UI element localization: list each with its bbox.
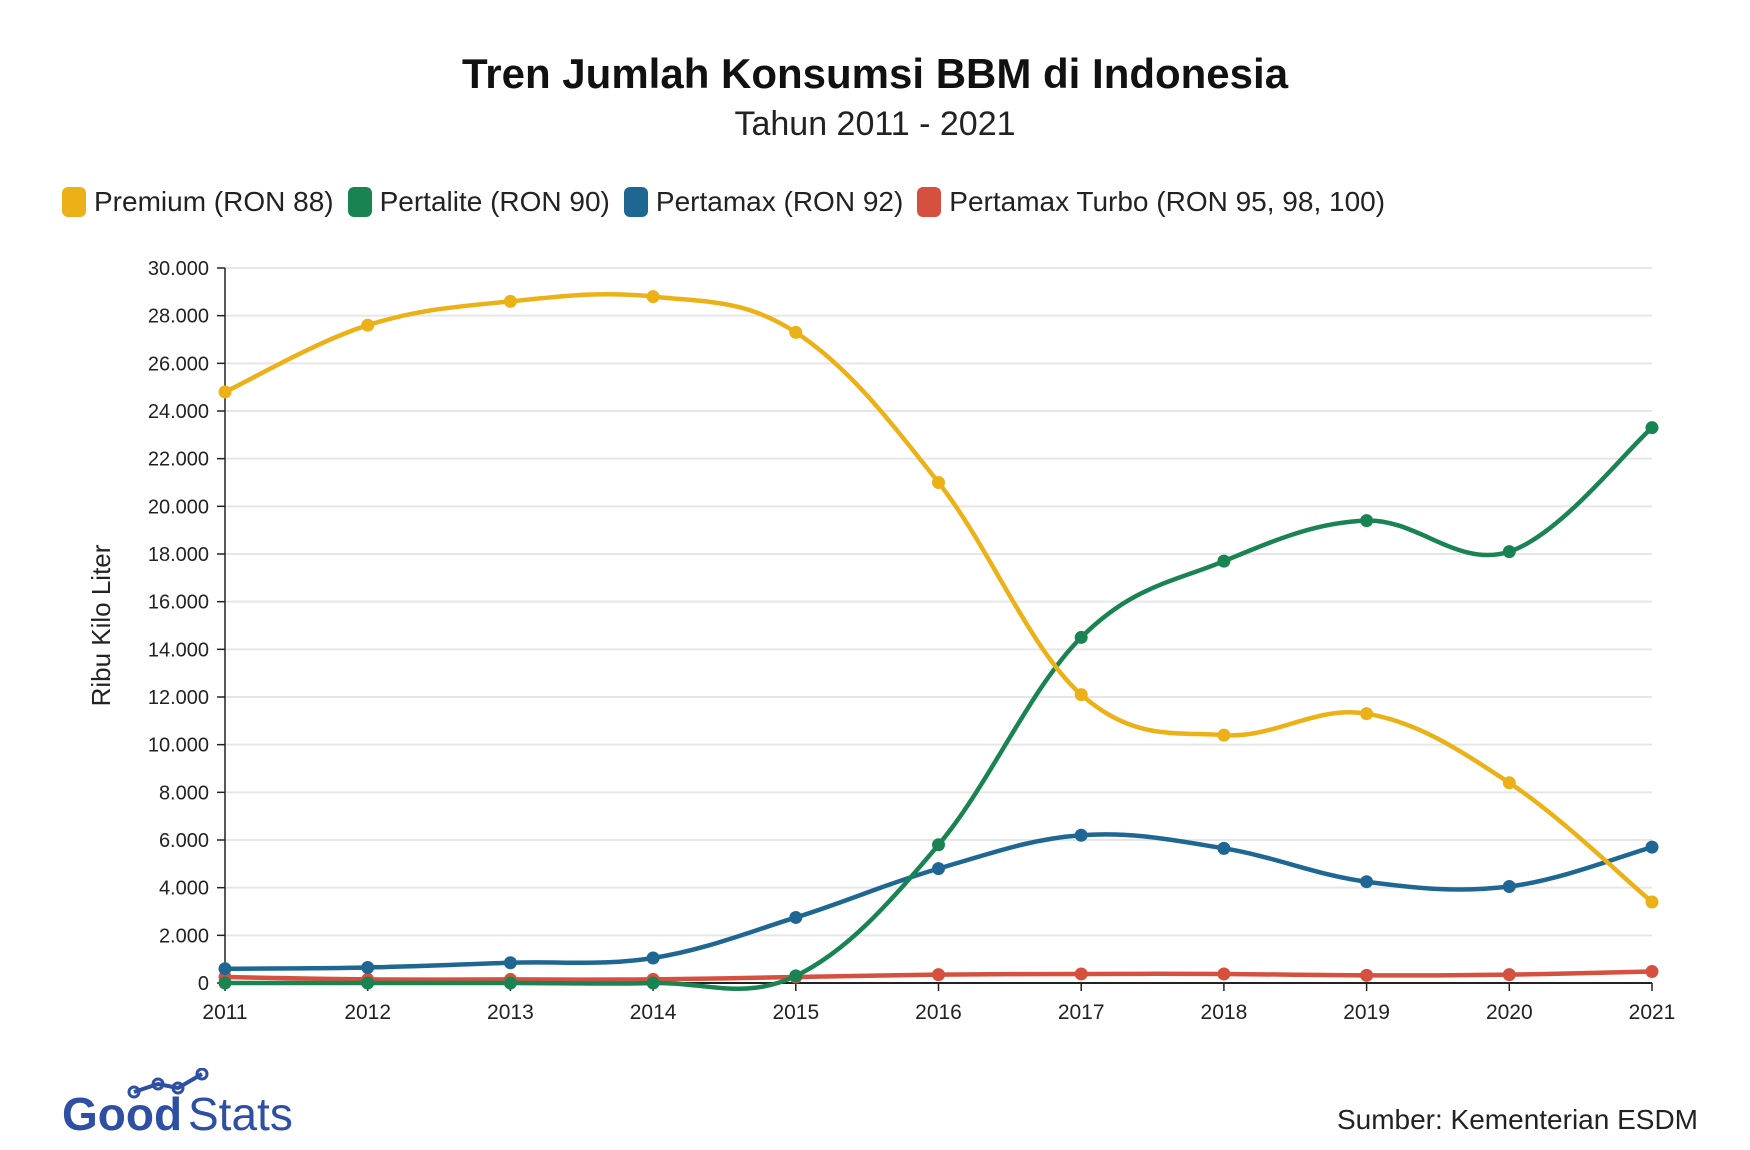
data-point-turbo [1502, 968, 1516, 982]
data-point-turbo [932, 968, 945, 982]
legend-label-pertalite: Pertalite (RON 90) [379, 186, 610, 217]
data-point-pertalite [789, 969, 803, 983]
legend: Premium (RON 88) Pertalite (RON 90) Pert… [62, 186, 1391, 218]
legend-item-turbo[interactable]: Pertamax Turbo (RON 95, 98, 100) [917, 186, 1385, 218]
goodstats-logo: Good Stats [62, 1068, 293, 1138]
y-tick-label: 16.000 [148, 592, 209, 614]
y-tick-label: 22.000 [148, 449, 209, 471]
y-axis-label: Ribu Kilo Liter [86, 544, 116, 706]
data-point-pertamax [789, 910, 803, 924]
data-point-premium [789, 325, 803, 339]
y-tick-label: 8.000 [159, 782, 209, 804]
data-point-pertalite [1074, 630, 1088, 644]
y-tick-label: 12.000 [148, 687, 209, 709]
data-point-pertamax [503, 956, 517, 970]
data-point-premium [1217, 728, 1231, 742]
data-point-pertamax [1645, 840, 1659, 854]
data-point-premium [1645, 895, 1659, 909]
legend-swatch-pertalite [347, 187, 372, 217]
legend-label-premium: Premium (RON 88) [94, 186, 334, 217]
y-tick-label: 10.000 [148, 735, 209, 757]
legend-label-pertamax: Pertamax (RON 92) [655, 186, 904, 217]
data-point-premium [646, 290, 660, 304]
x-tick-label: 2016 [915, 1001, 962, 1024]
x-tick-label: 2020 [1486, 1001, 1533, 1024]
series-line-premium [222, 291, 1655, 905]
legend-swatch-turbo [917, 187, 942, 217]
logo-trend-icon [127, 1068, 209, 1099]
y-tick-label: 2.000 [159, 925, 209, 947]
y-tick-label: 6.000 [159, 830, 209, 852]
series-line-pertalite [222, 425, 1655, 991]
data-point-premium [218, 385, 232, 399]
data-point-premium [1360, 707, 1374, 721]
data-point-pertalite [646, 976, 660, 990]
data-point-pertalite [503, 976, 517, 990]
x-tick-label: 2011 [202, 1001, 247, 1024]
x-tick-label: 2014 [630, 1001, 677, 1024]
legend-label-turbo: Pertamax Turbo (RON 95, 98, 100) [949, 186, 1386, 217]
data-point-pertalite [1360, 514, 1374, 528]
data-point-pertamax [1074, 828, 1088, 842]
data-point-pertamax [932, 862, 945, 876]
x-tick-label: 2017 [1058, 1001, 1105, 1024]
y-tick-label: 30.000 [148, 258, 209, 280]
data-point-pertamax [1360, 875, 1374, 889]
data-point-pertalite [932, 838, 945, 852]
chart-title: Tren Jumlah Konsumsi BBM di Indonesia [461, 50, 1289, 97]
chart-subtitle: Tahun 2011 - 2021 [734, 105, 1016, 143]
y-tick-label: 14.000 [148, 639, 209, 661]
y-tick-label: 28.000 [148, 306, 209, 328]
y-tick-label: 4.000 [159, 878, 209, 900]
data-point-pertamax [1217, 841, 1231, 855]
y-tick-label: 20.000 [148, 496, 209, 518]
data-point-pertamax [1502, 879, 1516, 893]
source-note: Sumber: Kementerian ESDM [1336, 1104, 1698, 1135]
data-point-pertamax [361, 961, 375, 975]
x-tick-label: 2019 [1343, 1001, 1390, 1024]
data-point-pertamax [218, 962, 232, 976]
data-point-pertalite [1502, 545, 1516, 559]
data-point-premium [1502, 776, 1516, 790]
data-point-premium [361, 318, 375, 332]
data-point-turbo [1360, 968, 1374, 982]
legend-item-pertalite[interactable]: Pertalite (RON 90) [347, 186, 610, 218]
x-tick-label: 2018 [1201, 1001, 1248, 1024]
data-point-turbo [1074, 967, 1088, 981]
data-point-pertalite [1645, 421, 1659, 435]
data-point-premium [503, 294, 517, 308]
x-tick-label: 2021 [1629, 1001, 1676, 1024]
data-point-turbo [1645, 965, 1659, 979]
x-tick-label: 2012 [344, 1001, 391, 1024]
y-tick-label: 0 [198, 973, 209, 995]
x-tick-label: 2013 [487, 1001, 534, 1024]
y-tick-label: 18.000 [148, 544, 209, 566]
series-line-pertamax [222, 832, 1655, 971]
data-point-premium [932, 476, 945, 489]
data-point-pertalite [1217, 554, 1231, 568]
x-tick-label: 2015 [772, 1001, 819, 1024]
data-point-pertamax [646, 951, 660, 965]
y-tick-label: 24.000 [148, 401, 209, 423]
data-point-turbo [1217, 967, 1231, 981]
data-point-pertalite [361, 976, 375, 990]
logo-text-good: Good [62, 1088, 182, 1138]
legend-item-pertamax[interactable]: Pertamax (RON 92) [623, 186, 904, 218]
legend-item-premium[interactable]: Premium (RON 88) [62, 186, 334, 218]
legend-swatch-pertamax [623, 187, 648, 217]
y-tick-label: 26.000 [148, 353, 209, 375]
data-point-premium [1074, 688, 1088, 702]
data-point-pertalite [218, 976, 232, 990]
logo-text-stats: Stats [188, 1088, 293, 1138]
legend-swatch-premium [62, 187, 86, 217]
